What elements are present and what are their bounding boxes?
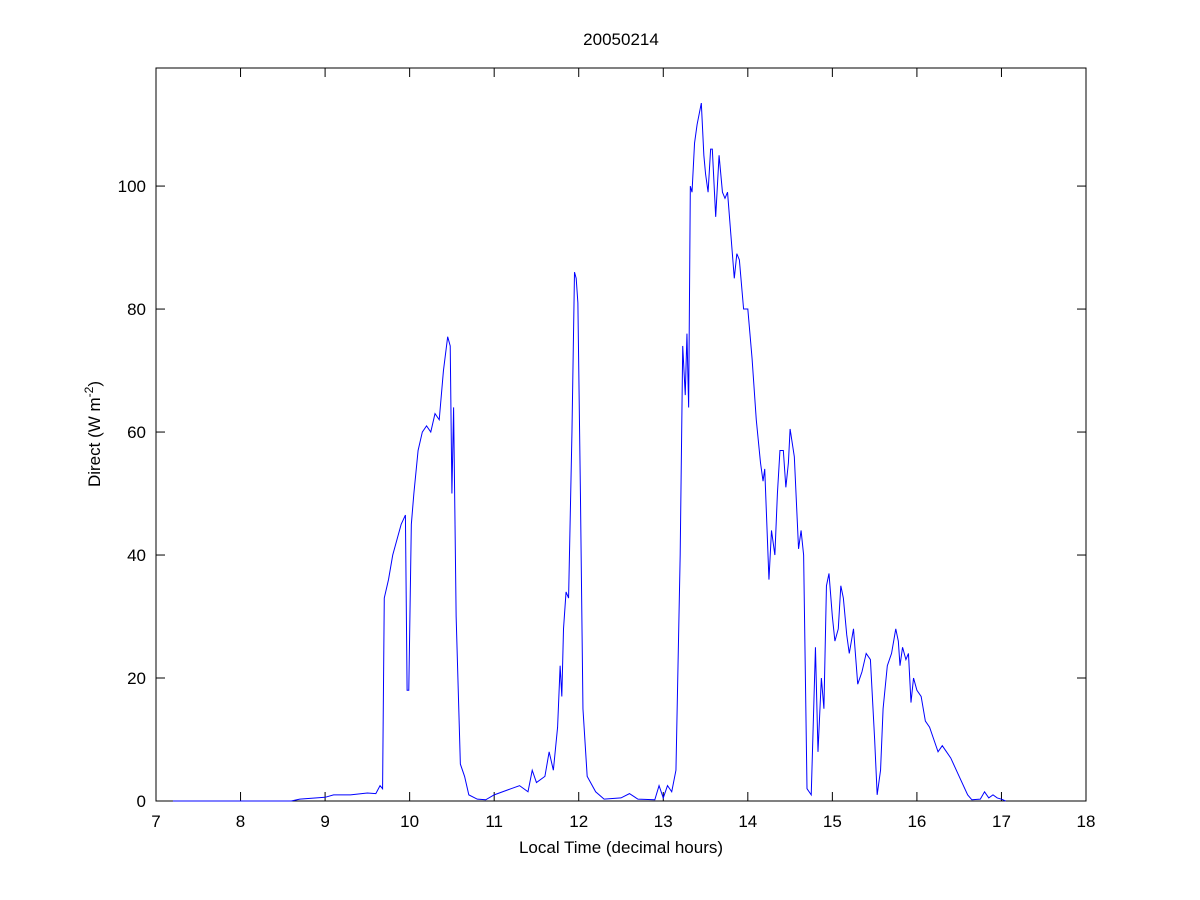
y-tick-label: 100	[118, 177, 146, 196]
x-tick-label: 12	[569, 812, 588, 831]
x-tick-label: 17	[992, 812, 1011, 831]
y-axis-label-part: Direct (W m	[85, 397, 104, 487]
x-tick-label: 13	[654, 812, 673, 831]
x-tick-label: 18	[1077, 812, 1096, 831]
x-axis-label: Local Time (decimal hours)	[519, 838, 723, 857]
data-line	[172, 102, 1006, 802]
chart-title: 20050214	[583, 30, 659, 49]
x-tick-label: 9	[320, 812, 329, 831]
x-tick-label: 16	[907, 812, 926, 831]
y-axis-label: Direct (W m-2)	[82, 381, 104, 487]
x-tick-label: 14	[738, 812, 757, 831]
plot-frame	[155, 67, 1087, 802]
y-axis-label-part: )	[85, 381, 104, 387]
y-tick-label: 60	[127, 423, 146, 442]
x-tick-label: 15	[823, 812, 842, 831]
y-tick-label: 80	[127, 300, 146, 319]
y-tick-label: 40	[127, 546, 146, 565]
y-tick-label: 0	[137, 792, 146, 811]
x-tick-label: 8	[236, 812, 245, 831]
x-tick-label: 10	[400, 812, 419, 831]
y-tick-label: 20	[127, 669, 146, 688]
x-tick-label: 7	[151, 812, 160, 831]
y-axis-label-part: -2	[82, 386, 96, 397]
x-tick-label: 11	[485, 812, 503, 831]
